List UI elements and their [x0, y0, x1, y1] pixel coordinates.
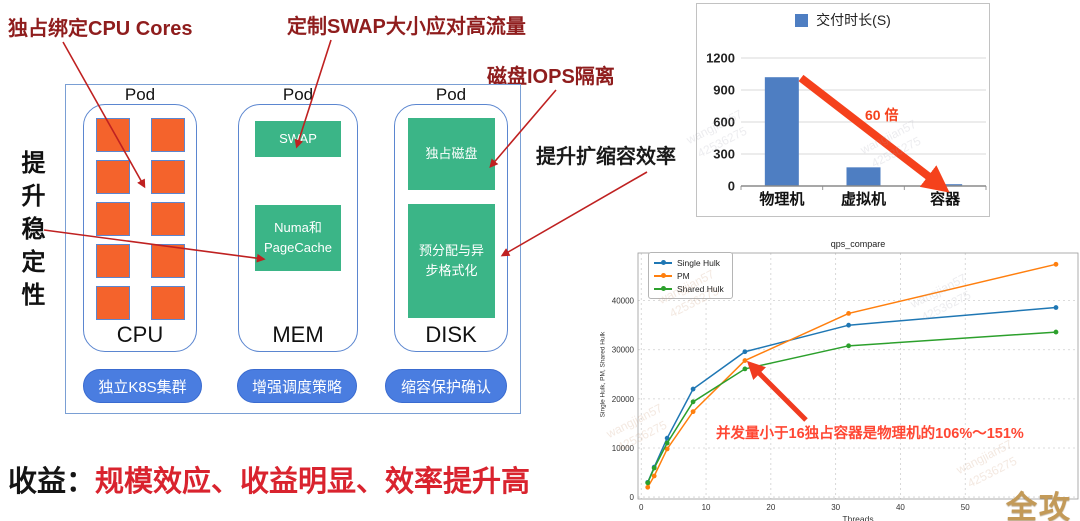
- svg-text:40000: 40000: [612, 297, 635, 306]
- svg-text:30: 30: [831, 503, 840, 512]
- legend-swatch: [795, 13, 809, 27]
- line-chart-legend: Single Hulk PM Shared Hulk: [648, 252, 733, 299]
- svg-text:容器: 容器: [929, 190, 961, 208]
- site-logo: 全攻略: [1006, 490, 1072, 521]
- svg-text:Threads: Threads: [842, 514, 873, 521]
- pod-mem: SWAP Numa和 PageCache MEM: [238, 104, 358, 352]
- pod-cpu: CPU: [83, 104, 197, 352]
- bar-chart-legend: 交付时长(S): [697, 10, 989, 30]
- svg-text:300: 300: [713, 147, 735, 162]
- bar-虚拟机: [846, 167, 881, 186]
- pod-title-disk: Pod: [435, 85, 467, 104]
- cpu-core: [151, 244, 185, 278]
- exclusive-disk-box: 独占磁盘: [408, 118, 495, 190]
- svg-text:60 倍: 60 倍: [865, 107, 898, 123]
- legend-item: Single Hulk: [654, 256, 724, 269]
- benefit-text: 规模效应、收益明显、效率提升高: [95, 466, 531, 498]
- legend-item: PM: [654, 269, 724, 282]
- resource-label-disk: DISK: [425, 322, 477, 347]
- svg-text:0: 0: [639, 503, 644, 512]
- label-cpu-cores: 独占绑定CPU Cores: [8, 18, 193, 40]
- annotation-arrow: [746, 360, 808, 422]
- svg-text:1200: 1200: [706, 51, 735, 66]
- svg-text:900: 900: [713, 83, 735, 98]
- prealloc-format-box: 预分配与异 步格式化: [408, 204, 495, 318]
- cpu-core: [151, 286, 185, 320]
- svg-text:0: 0: [728, 179, 735, 194]
- benefit-line: 收益：规模效应、收益明显、效率提升高: [8, 458, 530, 500]
- svg-text:物理机: 物理机: [759, 190, 804, 208]
- resource-label-mem: MEM: [272, 322, 324, 347]
- pill-shrink-protect: 缩容保护确认: [385, 369, 507, 403]
- cpu-core: [96, 202, 130, 236]
- pod-disk: 独占磁盘 预分配与异 步格式化 DISK: [394, 104, 508, 352]
- cpu-core: [151, 202, 185, 236]
- svg-text:10000: 10000: [612, 444, 635, 453]
- cpu-core: [151, 118, 185, 152]
- swap-box: SWAP: [255, 121, 341, 157]
- pill-schedule-policy: 增强调度策略: [237, 369, 357, 403]
- svg-text:20000: 20000: [612, 395, 635, 404]
- legend-label: 交付时长(S): [816, 12, 891, 28]
- cpu-core: [151, 160, 185, 194]
- line-chart-plot: 0 10 20 30 40 50 0 10000 20000 30000 40000 qps_comp…: [612, 239, 1079, 521]
- svg-text:20: 20: [766, 503, 775, 512]
- resource-label-cpu: CPU: [116, 322, 164, 347]
- label-swap: 定制SWAP大小应对高流量: [287, 16, 526, 38]
- svg-text:50: 50: [961, 503, 970, 512]
- pod-title-cpu: Pod: [124, 85, 156, 104]
- svg-text:qps_compare: qps_compare: [831, 239, 886, 249]
- bar-chart-plot: 0 300 600 900 1200 物理机 虚拟机 容器 60 倍: [706, 51, 987, 208]
- cpu-core-grid: [96, 118, 185, 320]
- delivery-time-chart: 交付时长(S) 0 300 600 900 1200 物理机 虚拟机 容器 60 倍: [696, 3, 990, 217]
- series-Shared Hulk: [647, 331, 1057, 484]
- cpu-core: [96, 286, 130, 320]
- svg-text:30000: 30000: [612, 346, 635, 355]
- label-stability: 提升稳定性: [17, 150, 44, 315]
- series-Single Hulk: [647, 306, 1057, 483]
- cpu-core: [96, 244, 130, 278]
- qps-annotation: 并发量小于16独占容器是物理机的106%～151%: [716, 426, 1024, 442]
- cpu-core: [96, 118, 130, 152]
- arrow-60x: [798, 74, 950, 193]
- label-scale-efficiency: 提升扩缩容效率: [536, 146, 676, 168]
- pod-title-mem: Pod: [282, 85, 314, 104]
- legend-item: Shared Hulk: [654, 282, 724, 295]
- label-iops: 磁盘IOPS隔离: [487, 66, 615, 88]
- svg-text:10: 10: [702, 503, 711, 512]
- svg-text:虚拟机: 虚拟机: [841, 190, 886, 208]
- y-axis-label: Single Hulk, PM, Shared Hulk: [599, 331, 607, 418]
- svg-text:600: 600: [713, 115, 735, 130]
- benefit-label: 收益：: [8, 466, 96, 498]
- numa-pagecache-box: Numa和 PageCache: [255, 205, 341, 271]
- svg-text:0: 0: [630, 493, 635, 502]
- bar-物理机: [764, 77, 799, 186]
- cpu-core: [96, 160, 130, 194]
- pill-k8s-cluster: 独立K8S集群: [83, 369, 202, 403]
- svg-text:40: 40: [896, 503, 905, 512]
- qps-compare-chart: 0 10 20 30 40 50 0 10000 20000 30000 40000 qps_comp…: [600, 236, 1080, 521]
